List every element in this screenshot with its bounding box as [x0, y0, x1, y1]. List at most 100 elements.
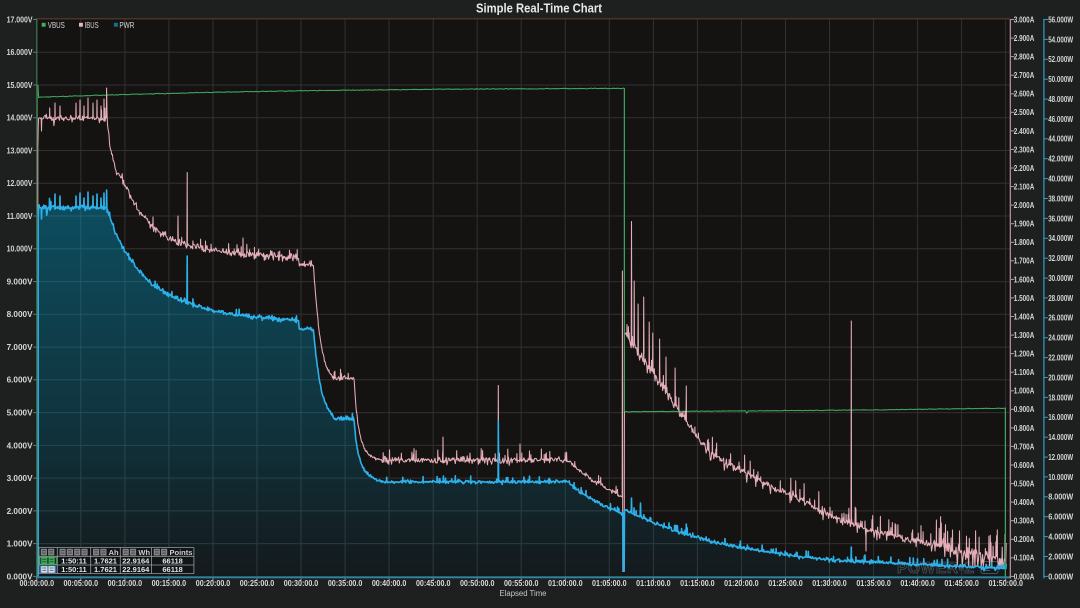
svg-text:2.300A: 2.300A	[1014, 145, 1035, 154]
svg-text:11.000V: 11.000V	[7, 212, 34, 221]
svg-text:22.9164: 22.9164	[122, 556, 150, 565]
svg-text:13.000V: 13.000V	[7, 146, 34, 155]
svg-text:50.000W: 50.000W	[1048, 75, 1073, 84]
svg-text:38.000W: 38.000W	[1048, 194, 1073, 203]
svg-text:1.7621: 1.7621	[94, 565, 117, 574]
svg-text:0.100A: 0.100A	[1014, 554, 1035, 563]
svg-text:2.000V: 2.000V	[7, 507, 34, 516]
svg-text:00:55:00.0: 00:55:00.0	[504, 579, 539, 588]
svg-text:8.000V: 8.000V	[7, 310, 34, 319]
svg-text:01:25:00.0: 01:25:00.0	[768, 579, 803, 588]
svg-text:48.000W: 48.000W	[1048, 95, 1073, 104]
svg-text:00:35:00.0: 00:35:00.0	[328, 579, 363, 588]
svg-text:28.000W: 28.000W	[1048, 294, 1073, 303]
svg-text:22.9164: 22.9164	[122, 565, 150, 574]
svg-text:8.000W: 8.000W	[1048, 493, 1073, 502]
svg-text:2.000W: 2.000W	[1048, 552, 1073, 561]
svg-text:26.000W: 26.000W	[1048, 314, 1073, 323]
svg-text:0.000A: 0.000A	[1014, 572, 1035, 581]
svg-text:54.000W: 54.000W	[1048, 35, 1073, 44]
svg-text:1:50:11: 1:50:11	[61, 565, 86, 574]
svg-text:1.800A: 1.800A	[1014, 238, 1035, 247]
svg-text:1.300A: 1.300A	[1014, 331, 1035, 340]
svg-text:46.000W: 46.000W	[1048, 115, 1073, 124]
svg-text:0.000W: 0.000W	[1048, 572, 1073, 581]
svg-text:1.7621: 1.7621	[94, 556, 117, 565]
svg-text:2.900A: 2.900A	[1014, 34, 1035, 43]
svg-text:00:15:00.0: 00:15:00.0	[152, 579, 187, 588]
svg-text:0.400A: 0.400A	[1014, 498, 1035, 507]
svg-text:IBUS: IBUS	[85, 20, 99, 30]
svg-text:34.000W: 34.000W	[1048, 234, 1073, 243]
svg-text:12.000W: 12.000W	[1048, 453, 1073, 462]
svg-text:00:25:00.0: 00:25:00.0	[240, 579, 275, 588]
svg-text:01:30:00.0: 01:30:00.0	[812, 579, 847, 588]
svg-text:52.000W: 52.000W	[1048, 55, 1073, 64]
svg-text:1:50:11: 1:50:11	[61, 556, 86, 565]
svg-text:15.000V: 15.000V	[7, 81, 34, 90]
svg-text:0.600A: 0.600A	[1014, 461, 1035, 470]
svg-text:1.900A: 1.900A	[1014, 220, 1035, 229]
svg-text:6.000W: 6.000W	[1048, 513, 1073, 522]
svg-text:01:15:00.0: 01:15:00.0	[680, 579, 715, 588]
svg-text:30.000W: 30.000W	[1048, 274, 1073, 283]
svg-text:01:35:00.0: 01:35:00.0	[856, 579, 891, 588]
svg-text:2.700A: 2.700A	[1014, 71, 1035, 80]
svg-text:4.000W: 4.000W	[1048, 533, 1073, 542]
svg-text:16.000V: 16.000V	[7, 48, 34, 57]
svg-text:12.000V: 12.000V	[7, 179, 34, 188]
svg-text:Wh: Wh	[138, 548, 150, 557]
svg-text:10.000W: 10.000W	[1048, 473, 1073, 482]
svg-text:1.000V: 1.000V	[7, 540, 34, 549]
svg-text:1.100A: 1.100A	[1014, 368, 1035, 377]
svg-text:01:00:00.0: 01:00:00.0	[548, 579, 583, 588]
svg-text:6.000V: 6.000V	[7, 376, 34, 385]
svg-text:2.400A: 2.400A	[1014, 127, 1035, 136]
svg-text:14.000W: 14.000W	[1048, 433, 1073, 442]
svg-text:10.000V: 10.000V	[7, 245, 34, 254]
svg-text:5.000V: 5.000V	[7, 409, 34, 418]
svg-text:00:50:00.0: 00:50:00.0	[460, 579, 495, 588]
svg-text:00:00:00.0: 00:00:00.0	[20, 579, 55, 588]
svg-text:14.000V: 14.000V	[7, 114, 34, 123]
svg-text:17.000V: 17.000V	[7, 15, 34, 24]
svg-text:9.000V: 9.000V	[7, 278, 34, 287]
svg-text:01:05:00.0: 01:05:00.0	[592, 579, 627, 588]
svg-text:Points: Points	[170, 548, 193, 557]
svg-text:40.000W: 40.000W	[1048, 175, 1073, 184]
svg-text:00:30:00.0: 00:30:00.0	[284, 579, 319, 588]
svg-text:00:40:00.0: 00:40:00.0	[372, 579, 407, 588]
svg-text:2.200A: 2.200A	[1014, 164, 1035, 173]
svg-text:32.000W: 32.000W	[1048, 254, 1073, 263]
svg-text:Elapsed Time: Elapsed Time	[500, 589, 548, 598]
svg-text:Ah: Ah	[109, 548, 119, 557]
svg-text:3.000A: 3.000A	[1014, 15, 1035, 24]
svg-text:00:20:00.0: 00:20:00.0	[196, 579, 231, 588]
svg-text:2.500A: 2.500A	[1014, 108, 1035, 117]
svg-text:3.000V: 3.000V	[7, 474, 34, 483]
svg-text:66118: 66118	[162, 565, 182, 574]
svg-text:2.600A: 2.600A	[1014, 90, 1035, 99]
svg-text:0.300A: 0.300A	[1014, 517, 1035, 526]
svg-text:1.700A: 1.700A	[1014, 257, 1035, 266]
svg-text:2.100A: 2.100A	[1014, 183, 1035, 192]
svg-text:1.500A: 1.500A	[1014, 294, 1035, 303]
svg-text:VBUS: VBUS	[48, 20, 65, 30]
svg-text:56.000W: 56.000W	[1048, 15, 1073, 24]
svg-text:7.000V: 7.000V	[7, 343, 34, 352]
svg-text:01:10:00.0: 01:10:00.0	[636, 579, 671, 588]
svg-text:01:40:00.0: 01:40:00.0	[900, 579, 935, 588]
svg-text:2.000A: 2.000A	[1014, 201, 1035, 210]
svg-text:0.800A: 0.800A	[1014, 424, 1035, 433]
svg-text:00:05:00.0: 00:05:00.0	[64, 579, 99, 588]
svg-text:01:50:00.0: 01:50:00.0	[988, 579, 1023, 588]
svg-text:36.000W: 36.000W	[1048, 214, 1073, 223]
svg-text:16.000W: 16.000W	[1048, 413, 1073, 422]
svg-text:42.000W: 42.000W	[1048, 155, 1073, 164]
svg-text:0.700A: 0.700A	[1014, 442, 1035, 451]
svg-text:0.900A: 0.900A	[1014, 405, 1035, 414]
svg-text:0.200A: 0.200A	[1014, 535, 1035, 544]
svg-text:44.000W: 44.000W	[1048, 135, 1073, 144]
svg-text:66118: 66118	[162, 556, 182, 565]
svg-text:2.800A: 2.800A	[1014, 53, 1035, 62]
